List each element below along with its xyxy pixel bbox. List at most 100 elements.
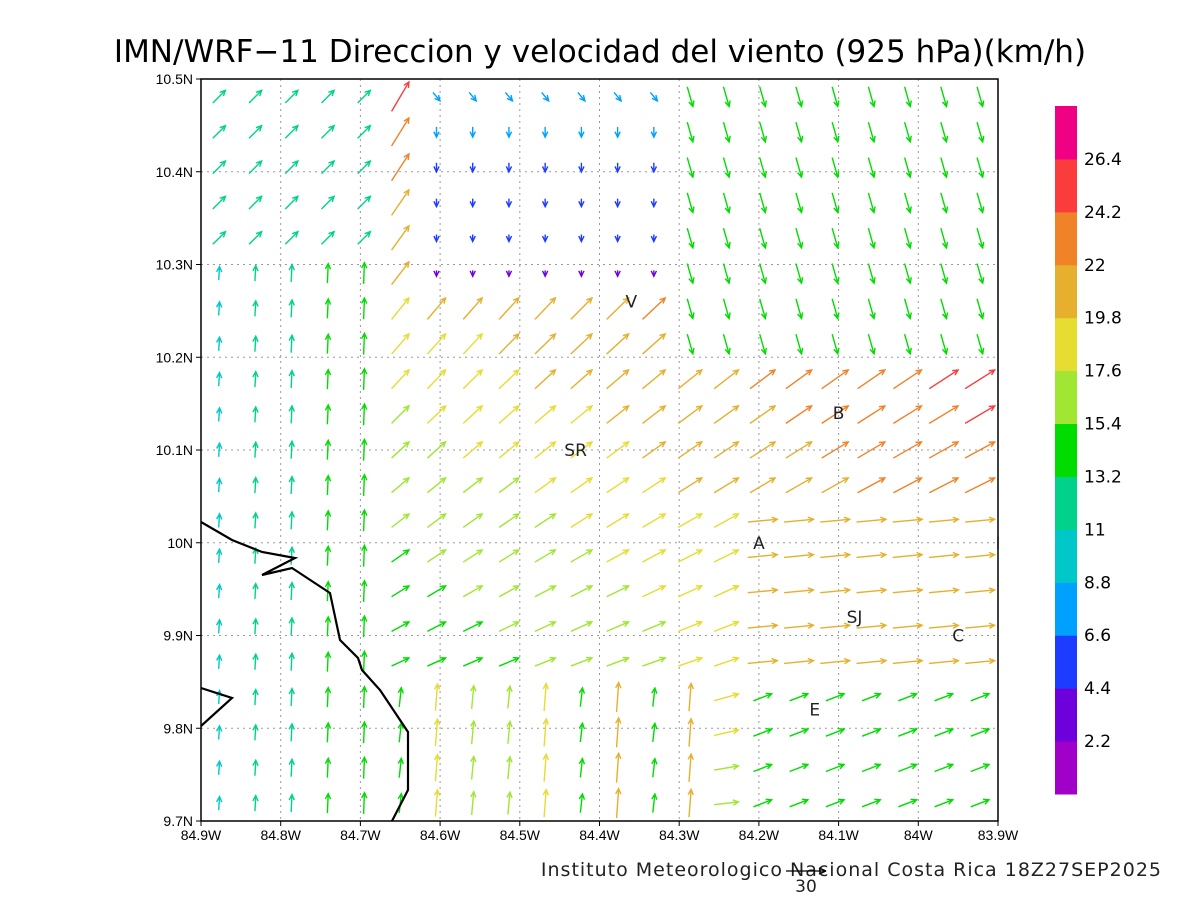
wind-arrow-shaft — [783, 553, 814, 559]
wind-arrow — [686, 334, 695, 356]
location-label: E — [809, 701, 820, 721]
wind-arrow-head — [650, 270, 658, 278]
wind-arrow-head — [512, 656, 521, 663]
wind-arrow — [965, 587, 997, 594]
wind-arrow — [722, 122, 731, 144]
wind-arrow — [940, 157, 949, 179]
wind-arrow — [321, 195, 336, 210]
wind-arrow-head — [874, 692, 882, 699]
wind-arrow — [252, 334, 259, 352]
wind-arrow-shaft — [462, 297, 483, 320]
wind-arrow — [288, 757, 295, 777]
wind-arrow-shaft — [722, 228, 730, 248]
wind-arrow-head — [403, 152, 410, 160]
wind-arrow-shaft — [534, 657, 556, 667]
wind-arrow-shaft — [821, 369, 849, 390]
wind-arrow-shaft — [678, 621, 703, 633]
wind-arrow — [759, 228, 768, 250]
wind-arrow-head — [797, 241, 804, 250]
wind-arrow-shaft — [570, 513, 593, 528]
wind-arrow — [642, 332, 667, 355]
colorbar-swatch — [1055, 582, 1077, 636]
wind-arrow — [893, 369, 923, 390]
wind-arrow — [284, 124, 300, 139]
wind-arrow-head — [952, 405, 960, 412]
coastline-gulf — [201, 521, 410, 821]
wind-arrow-shaft — [212, 160, 226, 175]
wind-arrow-shaft — [217, 796, 221, 811]
wind-arrow — [615, 751, 622, 783]
wind-arrow — [462, 332, 484, 355]
wind-arrow — [783, 587, 816, 594]
wind-arrow-shaft — [534, 549, 556, 563]
wind-arrow — [713, 620, 740, 633]
wind-arrow — [391, 260, 410, 286]
wind-arrow-shaft — [434, 683, 439, 711]
wind-arrow — [785, 441, 813, 459]
wind-arrow — [747, 657, 779, 665]
y-tick-label: 10.5N — [156, 71, 193, 87]
wind-arrow-shaft — [789, 763, 809, 773]
wind-arrow — [361, 261, 368, 284]
wind-arrow — [606, 332, 630, 355]
wind-arrow — [469, 162, 476, 174]
wind-arrow-shaft — [965, 553, 995, 559]
wind-arrow-head — [878, 369, 887, 376]
wind-arrow-head — [549, 656, 557, 663]
wind-arrow-shaft — [290, 723, 293, 742]
wind-arrow — [324, 509, 332, 531]
footer-credit: Instituto Meteorologico Nacional Costa R… — [541, 859, 1162, 881]
wind-arrow-shaft — [570, 549, 593, 563]
wind-arrow-shaft — [543, 718, 547, 747]
wind-arrow-head — [252, 405, 259, 413]
wind-arrow — [753, 798, 774, 808]
wind-arrow-shaft — [795, 122, 803, 142]
wind-arrow — [642, 656, 667, 667]
wind-arrow — [651, 721, 658, 743]
wind-arrow — [903, 122, 912, 144]
wind-arrow-head — [364, 159, 372, 167]
wind-arrow — [714, 799, 741, 806]
wind-arrow-shaft — [543, 789, 547, 818]
location-label: SR — [564, 441, 587, 461]
wind-arrow-shaft — [892, 589, 923, 594]
wind-arrow — [964, 477, 997, 494]
wind-arrow — [426, 512, 447, 528]
wind-arrow-shaft — [254, 442, 257, 458]
wind-arrow-head — [615, 787, 622, 795]
wind-arrow — [831, 122, 840, 144]
wind-arrow-shaft — [254, 724, 257, 741]
wind-arrow-shaft — [928, 405, 959, 424]
wind-arrow-head — [760, 312, 768, 321]
wind-arrow-shaft — [462, 585, 483, 598]
wind-arrow-shaft — [606, 333, 630, 355]
y-tick-label: 10.2N — [156, 349, 193, 365]
wind-arrow-shaft — [795, 263, 803, 284]
wind-arrow — [498, 296, 520, 320]
wind-arrow-shaft — [362, 474, 366, 496]
wind-arrow — [821, 405, 850, 424]
wind-arrow — [462, 513, 484, 528]
wind-arrow-shaft — [903, 86, 911, 107]
wind-arrow — [578, 757, 586, 778]
wind-arrow-shaft — [212, 89, 226, 104]
wind-arrow — [747, 587, 779, 594]
wind-arrow-shaft — [391, 225, 410, 251]
wind-arrow-shaft — [747, 659, 778, 665]
wind-arrow — [578, 126, 585, 139]
wind-arrow-head — [439, 621, 447, 628]
wind-arrow — [867, 228, 876, 250]
wind-arrow-shaft — [290, 264, 293, 283]
wind-arrow — [867, 157, 876, 179]
wind-arrow-head — [476, 296, 484, 304]
wind-arrow-shaft — [821, 405, 849, 424]
wind-arrow — [650, 270, 658, 278]
wind-arrow-shaft — [713, 693, 739, 702]
wind-arrow-head — [760, 241, 768, 250]
wind-arrow-shaft — [753, 799, 772, 808]
wind-arrow — [867, 263, 876, 285]
wind-arrow — [893, 441, 923, 459]
wind-arrow-head — [402, 549, 411, 556]
wind-arrow-head — [842, 369, 850, 376]
wind-arrow-shaft — [615, 788, 620, 819]
